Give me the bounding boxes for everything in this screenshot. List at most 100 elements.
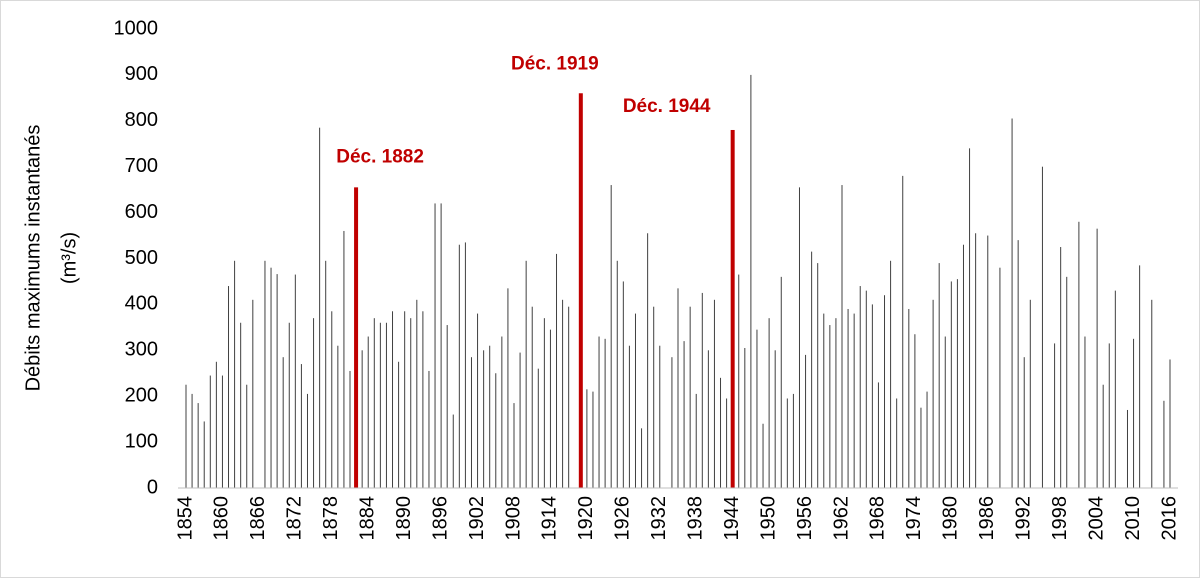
bar <box>434 203 436 489</box>
bar <box>203 421 205 488</box>
bar <box>713 299 715 488</box>
bar <box>616 260 618 488</box>
bar <box>367 336 369 488</box>
bar <box>489 345 491 488</box>
bar <box>282 357 284 488</box>
bar <box>586 389 588 488</box>
x-tick-label: 1938 <box>685 496 707 541</box>
bar <box>270 267 272 488</box>
bar <box>1114 290 1116 488</box>
bar <box>416 299 418 488</box>
bar <box>379 322 381 488</box>
x-tick-label: 1902 <box>466 496 488 541</box>
bar <box>689 306 691 488</box>
bar <box>975 233 977 488</box>
x-tick-label: 1956 <box>794 496 816 541</box>
bar <box>519 352 521 488</box>
x-tick-label: 2004 <box>1085 496 1107 541</box>
bar <box>477 313 479 488</box>
bar <box>956 279 958 488</box>
bar <box>859 286 861 488</box>
bar <box>634 313 636 488</box>
bar <box>792 393 794 488</box>
bar <box>306 393 308 488</box>
y-tick-label: 100 <box>125 430 158 452</box>
bar <box>598 336 600 488</box>
bar <box>938 263 940 488</box>
bar <box>464 242 466 488</box>
bar <box>908 308 910 488</box>
bar <box>1041 166 1043 488</box>
bar <box>604 338 606 488</box>
x-tick-label: 1986 <box>976 496 998 541</box>
bar <box>337 345 339 488</box>
bar <box>914 334 916 488</box>
bar <box>325 260 327 488</box>
bar <box>313 318 315 488</box>
bar <box>622 281 624 488</box>
bar <box>744 348 746 488</box>
bar <box>926 391 928 488</box>
bar <box>264 260 266 488</box>
bar <box>288 322 290 488</box>
y-axis-title: Débits maximums instantanés (m³/s) <box>22 125 80 392</box>
bar <box>817 263 819 488</box>
bar <box>1108 343 1110 488</box>
bar <box>641 428 643 488</box>
bar <box>798 187 800 489</box>
bar <box>531 306 533 488</box>
bar <box>987 235 989 488</box>
y-tick-label: 200 <box>125 384 158 406</box>
bar <box>671 357 673 488</box>
bar <box>276 274 278 488</box>
bar <box>197 403 199 488</box>
bar <box>549 329 551 488</box>
y-tick-label: 1000 <box>114 17 159 39</box>
bar <box>1102 384 1104 488</box>
bar <box>349 370 351 488</box>
bar <box>1084 336 1086 488</box>
bar <box>920 407 922 488</box>
x-tick-label: 2010 <box>1122 496 1144 541</box>
bar <box>1017 240 1019 488</box>
bar <box>422 311 424 488</box>
bar <box>562 299 564 488</box>
bar <box>185 384 187 488</box>
bar <box>896 398 898 488</box>
x-tick-label: 1866 <box>247 496 269 541</box>
y-tick-label: 600 <box>125 201 158 223</box>
x-tick-label: 1860 <box>211 496 233 541</box>
x-tick-label: 2016 <box>1158 496 1180 541</box>
bar <box>440 203 442 489</box>
bar <box>483 350 485 488</box>
bar <box>1054 343 1056 488</box>
bar <box>756 329 758 488</box>
x-tick-label: 1926 <box>612 496 634 541</box>
bar <box>252 299 254 488</box>
y-tick-label: 900 <box>125 63 158 85</box>
bar <box>209 375 211 488</box>
bar <box>628 345 630 488</box>
bar <box>1029 299 1031 488</box>
bar <box>780 276 782 488</box>
bar <box>847 308 849 488</box>
x-tick-label: 1854 <box>174 496 196 541</box>
bar <box>865 290 867 488</box>
bar <box>228 286 230 488</box>
y-tick-label: 300 <box>125 339 158 361</box>
bar <box>392 311 394 488</box>
bar <box>343 230 345 488</box>
bar <box>701 292 703 488</box>
bar <box>1126 409 1128 488</box>
x-tick-label: 1896 <box>429 496 451 541</box>
bar <box>762 423 764 488</box>
bar <box>730 129 735 489</box>
y-tick-label: 500 <box>125 247 158 269</box>
bar <box>294 274 296 488</box>
bar <box>513 403 515 488</box>
bar <box>647 233 649 488</box>
bar <box>999 267 1001 488</box>
bar <box>221 375 223 488</box>
